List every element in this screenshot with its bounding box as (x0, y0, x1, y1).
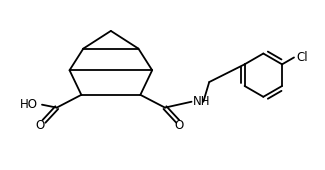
Text: O: O (35, 119, 45, 132)
Text: O: O (174, 119, 183, 132)
Text: NH: NH (192, 95, 210, 108)
Text: Cl: Cl (296, 51, 307, 64)
Text: HO: HO (20, 98, 38, 111)
